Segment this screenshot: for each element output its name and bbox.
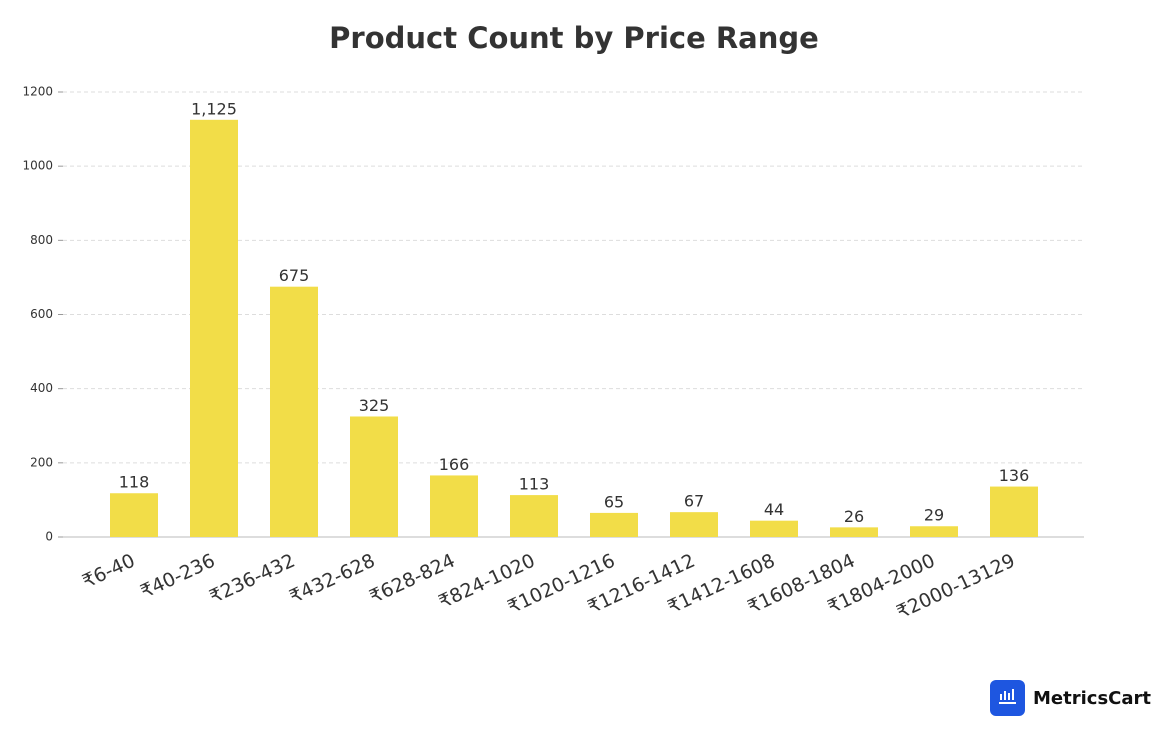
x-tick-label: ₹432-628 [286, 550, 378, 609]
bar [750, 520, 798, 537]
bar [910, 526, 958, 537]
logo-icon [990, 680, 1025, 716]
bar [110, 493, 158, 537]
value-label: 675 [279, 266, 310, 285]
bar [430, 475, 478, 537]
value-label: 1,125 [191, 99, 237, 118]
bar [830, 527, 878, 537]
y-tick-label: 400 [30, 381, 53, 395]
value-label: 65 [604, 492, 624, 511]
logo-text: MetricsCart [1033, 688, 1151, 709]
value-label: 118 [119, 473, 150, 492]
bar [350, 416, 398, 537]
value-label: 26 [844, 507, 864, 526]
x-tick-label: ₹6-40 [79, 550, 138, 593]
logo-glyph [999, 689, 1016, 704]
bar [670, 512, 718, 537]
chart-title: Product Count by Price Range [329, 21, 819, 55]
y-tick-label: 0 [45, 530, 53, 544]
value-label: 67 [684, 492, 704, 511]
bar [590, 512, 638, 537]
value-label: 325 [359, 396, 390, 415]
value-label: 29 [924, 506, 944, 525]
value-label: 166 [439, 455, 470, 474]
y-tick-label: 600 [30, 307, 53, 321]
x-tick-label: ₹236-432 [206, 550, 298, 609]
y-tick-label: 200 [30, 455, 53, 469]
value-label: 136 [999, 466, 1030, 485]
bar [270, 286, 318, 537]
bar [510, 495, 558, 537]
y-tick-label: 800 [30, 233, 53, 247]
bar [990, 486, 1038, 537]
y-tick-label: 1000 [22, 159, 53, 173]
bar [190, 119, 238, 537]
y-tick-label: 1200 [22, 85, 53, 99]
value-label: 44 [764, 500, 784, 519]
value-label: 113 [519, 475, 550, 494]
x-tick-label: ₹40-236 [137, 550, 218, 603]
